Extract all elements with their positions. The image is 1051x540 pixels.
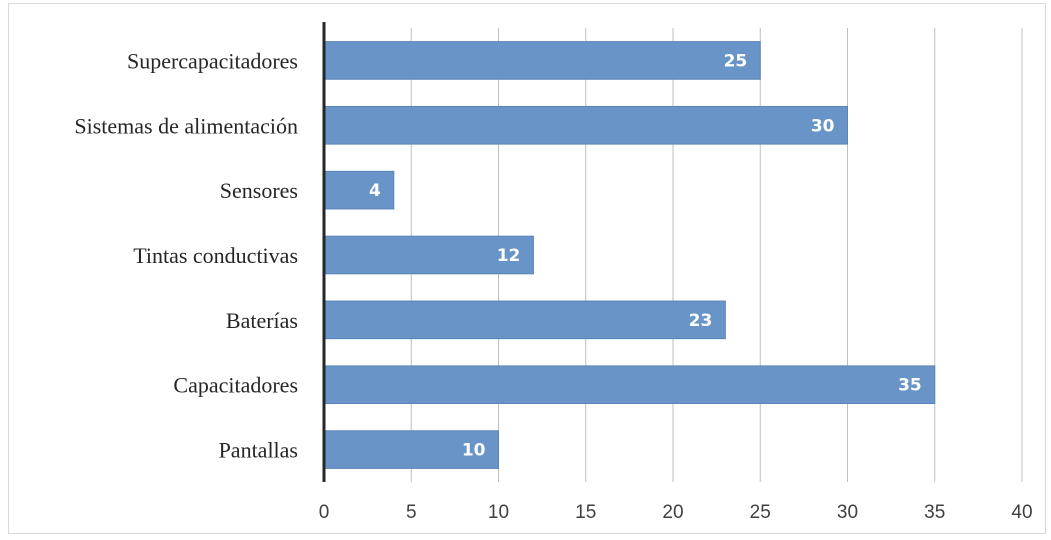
x-tick-label-0: 0 (319, 502, 330, 523)
bar-6 (323, 430, 499, 469)
category-label-0: Supercapacitadores (127, 48, 298, 73)
bar-1 (323, 105, 848, 145)
category-label-6: Pantallas (219, 438, 298, 463)
category-label-1: Sistemas de alimentación (74, 113, 298, 138)
category-label-5: Capacitadores (173, 373, 298, 398)
bar-2 (323, 170, 395, 210)
x-tick-label-40: 40 (1011, 502, 1032, 523)
x-tick-label-15: 15 (575, 502, 596, 523)
data-label-2: 4 (369, 181, 381, 201)
x-tick-label-20: 20 (662, 502, 683, 523)
x-tick-label-30: 30 (837, 502, 858, 523)
category-label-3: Tintas conductivas (133, 243, 298, 268)
data-label-6: 10 (462, 441, 486, 461)
category-label-4: Baterías (226, 308, 298, 333)
x-tick-label-10: 10 (488, 502, 509, 523)
x-tick-label-25: 25 (750, 502, 771, 523)
category-label-2: Sensores (220, 178, 298, 203)
data-label-1: 30 (811, 116, 835, 136)
data-label-5: 35 (898, 376, 922, 396)
bar-3 (323, 235, 534, 275)
x-tick-label-5: 5 (406, 502, 417, 523)
data-label-0: 25 (724, 51, 748, 71)
x-tick-label-35: 35 (924, 502, 945, 523)
data-label-3: 12 (497, 246, 521, 266)
bar-0 (323, 41, 761, 80)
bar-5 (323, 365, 936, 405)
data-label-4: 23 (689, 311, 713, 331)
bar-4 (323, 300, 726, 340)
